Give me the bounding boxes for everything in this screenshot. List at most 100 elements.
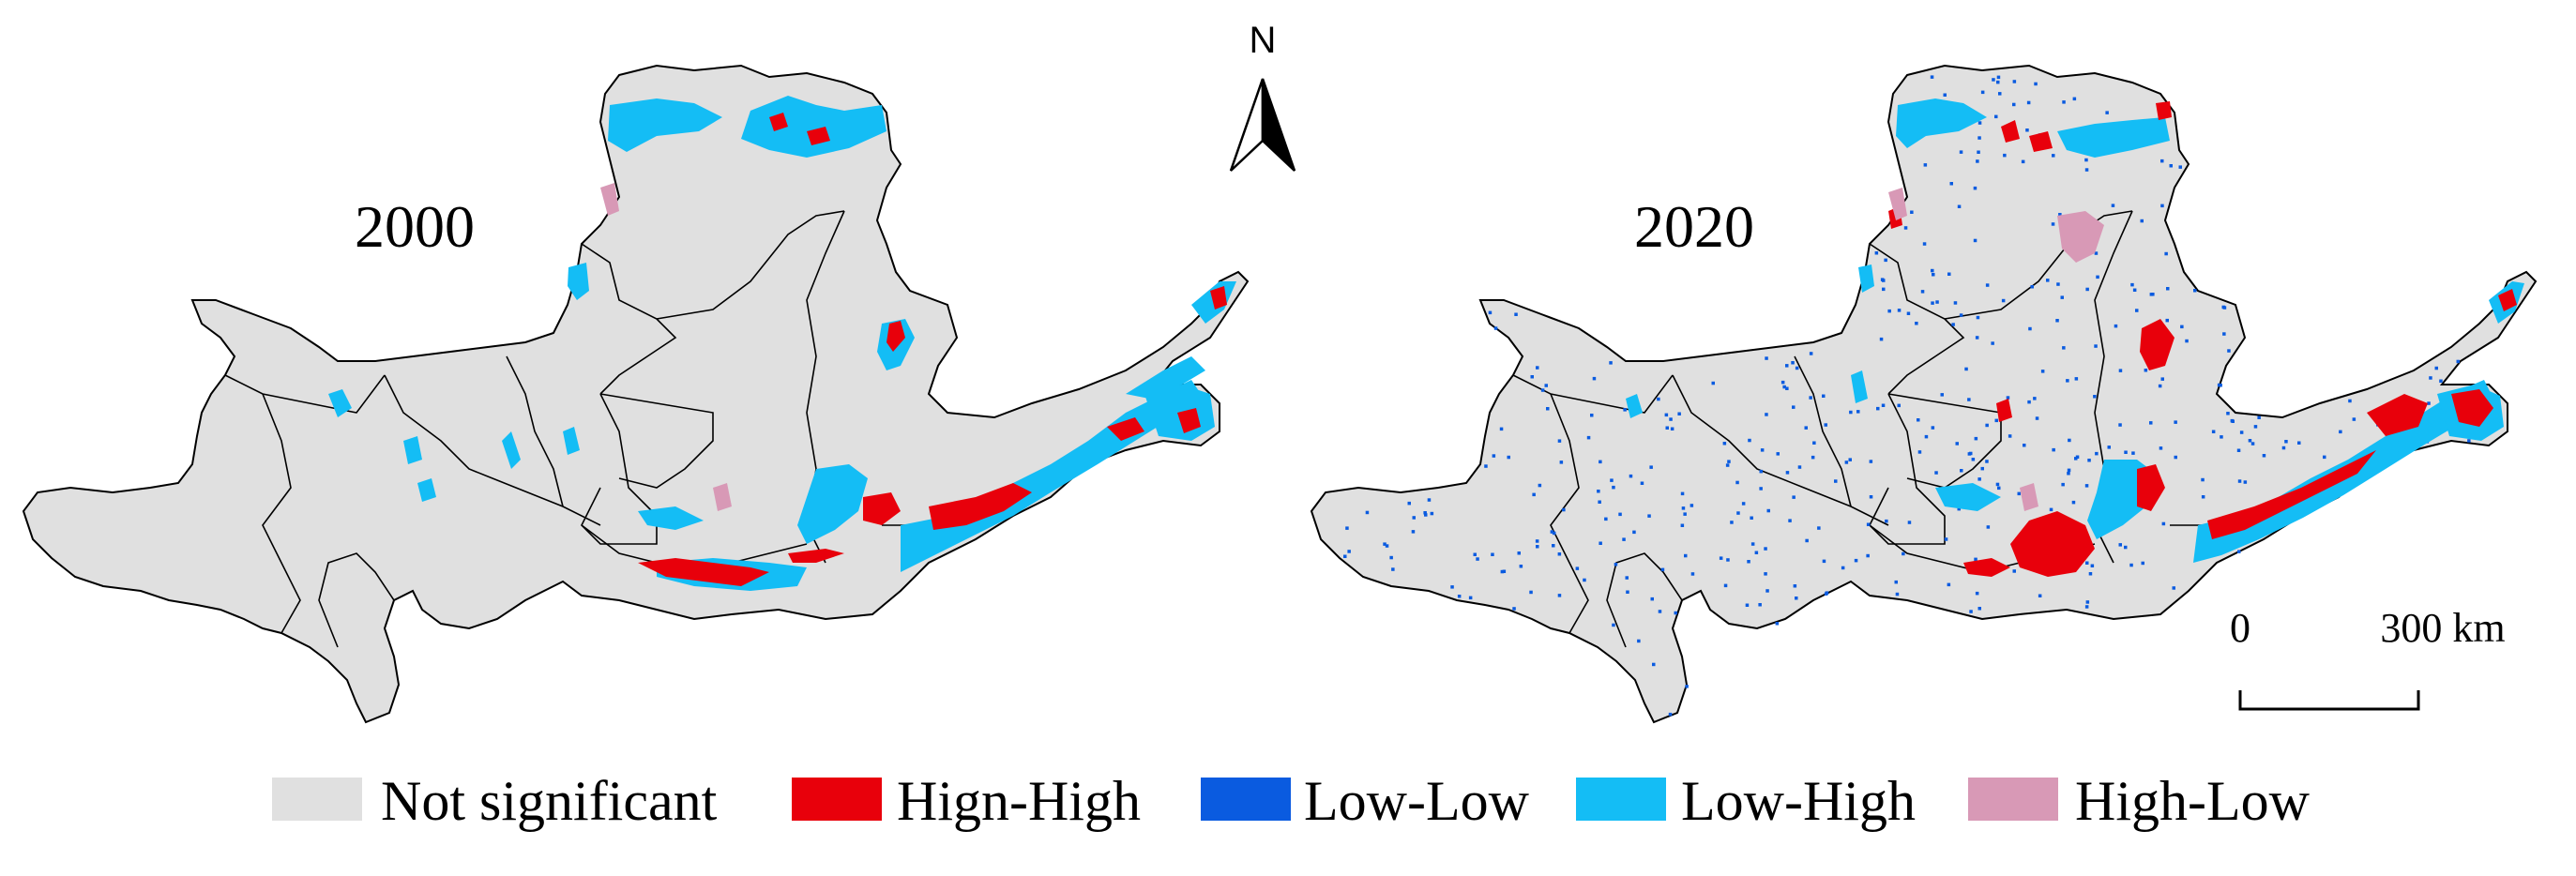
low-low-cell [1544,384,1548,387]
high-low-clusters [1888,188,2104,511]
low-low-cell [1725,463,1730,467]
low-low-cell [1882,287,1886,292]
legend-swatch [1968,778,2058,821]
scale-bar-line [2238,690,2420,711]
low-low-cell [1809,352,1813,355]
low-low-cell [1530,375,1534,379]
low-low-cell [1805,538,1809,543]
low-low-cell [2172,586,2175,590]
low-low-cell [1622,537,1626,541]
low-low-cell [1907,521,1912,524]
low-low-cell [1848,458,1852,461]
low-low-cell [1499,427,1504,431]
low-low-cell [2107,446,2111,449]
low-low-cell [2034,82,2038,86]
low-low-cell [2160,204,2164,208]
low-low-cell [1614,563,1618,566]
low-low-cell [1910,210,1914,214]
low-low-cell [1423,511,1427,515]
low-low-cell [1629,474,1633,478]
low-low-cell [2074,457,2078,461]
low-low-cell [1775,622,1780,626]
low-low-cell [1998,92,2002,96]
low-low-cell [2131,451,2135,455]
north-arrow-fill [1261,78,1296,172]
low-low-cell [1637,639,1641,643]
low-low-cell [2149,421,2153,425]
low-low-cell [1985,460,1989,463]
low-low-cell [2130,282,2134,287]
low-low-cell [1741,502,1746,506]
low-low-cell [1985,283,1990,287]
low-low-cell [2231,419,2235,423]
low-low-cell [1969,451,1973,456]
low-low-cell [1529,590,1533,595]
low-low-cell [2248,439,2252,443]
low-low-cell [2165,318,2169,323]
low-low-cell [1411,530,1416,534]
low-low-cell [1940,393,1944,397]
low-low-cell [1849,410,1853,415]
low-low-cell [2052,154,2055,158]
high-high-clusters [638,113,1227,586]
low-low-cell [1903,226,1908,230]
low-low-cell [1484,464,1488,468]
low-low-cell [2072,97,2077,101]
low-low-cell [1652,662,1656,667]
legend-swatch [272,778,362,821]
low-low-cell [1557,552,1562,556]
low-low-cell [1906,311,1911,315]
low-low-cell [2084,605,2089,609]
low-low-cell [1785,471,1790,475]
low-low-cell [2094,251,2099,255]
low-low-cell [1765,356,1768,360]
low-low-cell [2085,600,2090,604]
year-label-2000: 2000 [355,193,475,260]
low-low-cell [1735,480,1739,485]
low-low-cell [2049,507,2053,512]
low-low-cell [1427,498,1432,502]
low-low-cell [1996,75,2001,80]
low-low-cell [2158,384,2162,388]
low-low-cell [1665,426,1669,430]
low-low-cell [1881,403,1886,407]
low-low-cell [1599,541,1602,545]
low-low-cell [1879,337,1884,341]
low-low-cell [1764,547,1767,551]
basin-area [1311,65,2537,723]
low-low-cell [1536,366,1539,370]
low-low-cell [1957,204,1962,208]
low-low-cell [1391,567,1395,571]
low-low-cell [1500,569,1505,574]
low-low-cell [1882,279,1886,282]
low-low-cell [1957,506,1961,511]
low-low-cell [2001,298,2006,303]
low-low-cell [1809,396,1812,400]
low-low-cell [1347,550,1351,553]
low-low-cell [1955,442,1959,446]
north-label: N [1250,20,1277,61]
low-low-cell [1973,186,1977,190]
low-low-cell [1975,336,1979,340]
low-low-cell [1776,452,1780,456]
low-low-cell [2025,128,2029,132]
low-low-cell [2151,293,2155,296]
low-low-cell [1967,398,1971,401]
low-low-cell [1917,418,1920,422]
legend-label: High-Low [2075,770,2311,832]
low-low-cell [2220,435,2223,439]
low-low-cell [1960,469,1963,473]
low-low-cell [1991,341,1994,345]
low-low-cell [1345,526,1349,530]
low-low-cell [1811,455,1815,460]
low-low-cell [2118,543,2122,547]
low-low-cell [2066,379,2069,383]
low-low-cell [1977,150,1980,154]
low-low-cell [1947,272,1951,276]
low-low-cell [1766,508,1770,513]
low-low-cell [2124,545,2128,550]
low-low-cell [2061,482,2065,487]
low-low-cell [1681,506,1686,510]
low-low-cell [1424,513,1428,517]
low-low-cell [1719,556,1723,560]
